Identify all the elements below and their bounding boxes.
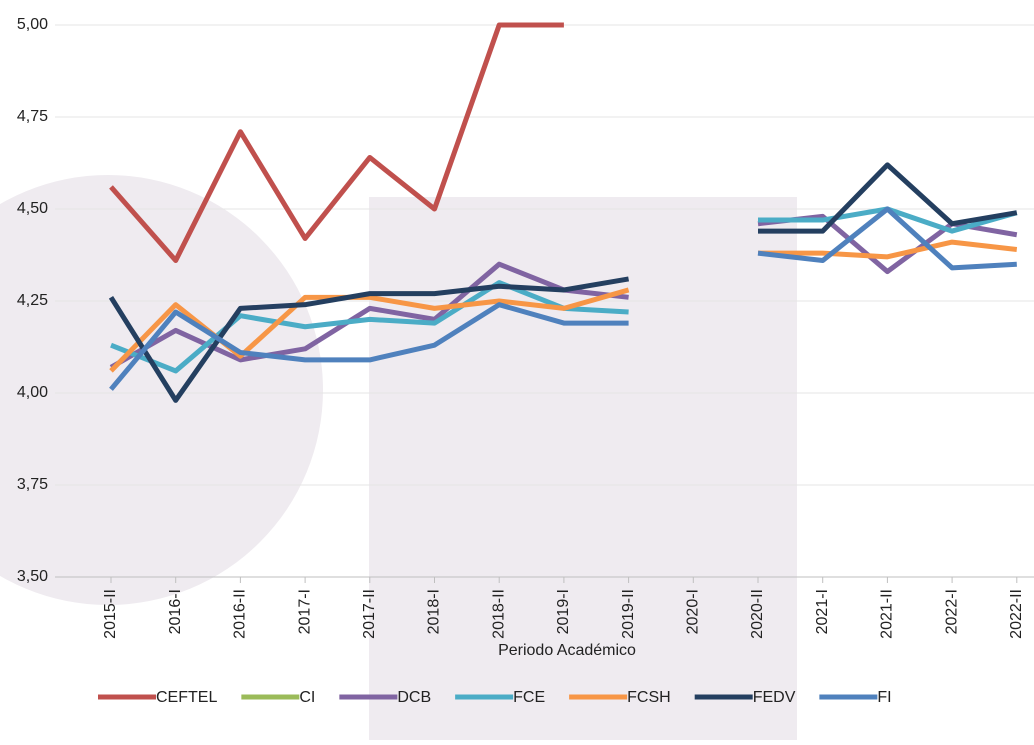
x-tick-label: 2016-II (232, 589, 249, 639)
y-tick-label: 4,75 (17, 108, 48, 125)
legend-label: FEDV (753, 689, 796, 706)
x-tick-label: 2015-II (102, 589, 119, 639)
series-line (109, 206, 1017, 391)
x-tick-label: 2019-I (555, 589, 572, 634)
x-tick-label: 2017-I (296, 589, 313, 634)
y-tick-label: 3,50 (17, 568, 48, 585)
x-tick-label: 2020-I (685, 589, 702, 634)
legend-label: DCB (397, 689, 431, 706)
y-tick-label: 4,50 (17, 200, 48, 217)
x-tick-label: 2020-II (749, 589, 766, 639)
series-line (108, 162, 1018, 403)
x-tick-label: 2017-II (361, 589, 378, 639)
series-line (109, 239, 1018, 373)
legend-label: FCE (513, 689, 545, 706)
y-tick-label: 4,00 (17, 384, 48, 401)
x-tick-label: 2019-II (620, 589, 637, 639)
x-tick-label: 2021-II (879, 589, 896, 639)
y-tick-label: 4,25 (17, 292, 48, 309)
y-tick-label: 3,75 (17, 476, 48, 493)
x-axis-title: Periodo Académico (498, 642, 636, 659)
legend-label: FI (877, 689, 891, 706)
x-tick-label: 2021-I (814, 589, 831, 634)
x-tick-label: 2016-I (167, 589, 184, 634)
legend-label: FCSH (627, 689, 671, 706)
x-tick-label: 2022-II (1008, 589, 1025, 639)
background-circle (0, 175, 323, 605)
x-tick-label: 2018-II (490, 589, 507, 639)
legend-label: CEFTEL (156, 689, 217, 706)
x-tick-label: 2018-I (426, 589, 443, 634)
legend-label: CI (299, 689, 315, 706)
y-tick-label: 5,00 (17, 16, 48, 33)
x-tick-label: 2022-I (943, 589, 960, 634)
series-line (109, 22, 564, 264)
